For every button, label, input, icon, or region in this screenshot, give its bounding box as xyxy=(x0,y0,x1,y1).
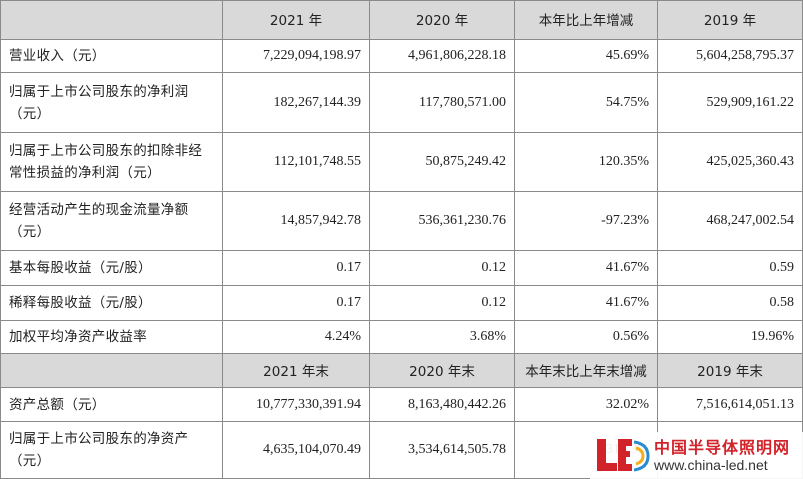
header-2021: 2021 年 xyxy=(222,0,370,40)
cell-change: 0.56% xyxy=(514,319,658,354)
cell-change: -97.23% xyxy=(514,190,658,251)
row-label: 加权平均净资产收益率 xyxy=(0,319,223,354)
table-row: 稀释每股收益（元/股） 0.17 0.12 41.67% 0.58 xyxy=(0,285,803,321)
table-row: 归属于上市公司股东的扣除非经常性损益的净利润（元） 112,101,748.55… xyxy=(0,132,803,192)
header-corner-cell xyxy=(0,0,223,40)
row-label: 归属于上市公司股东的净资产（元） xyxy=(0,420,223,479)
table-row: 加权平均净资产收益率 4.24% 3.68% 0.56% 19.96% xyxy=(0,319,803,354)
cell-change: 41.67% xyxy=(514,249,658,287)
row-label: 稀释每股收益（元/股） xyxy=(0,285,223,321)
cell-2021: 7,229,094,198.97 xyxy=(222,38,370,73)
cell-2019: 0.59 xyxy=(657,249,803,287)
table-row: 经营活动产生的现金流量净额（元） 14,857,942.78 536,361,2… xyxy=(0,190,803,251)
cell-2020: 3,534,614,505.78 xyxy=(369,420,515,479)
cell-2020: 536,361,230.76 xyxy=(369,190,515,251)
cell-2019: 5,604,258,795.37 xyxy=(657,38,803,73)
cell-change: 120.35% xyxy=(514,132,658,192)
cell-2020: 0.12 xyxy=(369,285,515,321)
row-label: 营业收入（元） xyxy=(0,38,223,73)
row-label: 归属于上市公司股东的扣除非经常性损益的净利润（元） xyxy=(0,132,223,192)
header-end-2020: 2020 年末 xyxy=(369,352,515,389)
cell-2021: 0.17 xyxy=(222,285,370,321)
table-row: 资产总额（元） 10,777,330,391.94 8,163,480,442.… xyxy=(0,387,803,422)
cell-2020: 4,961,806,228.18 xyxy=(369,38,515,73)
watermark-title: 中国半导体照明网 xyxy=(654,438,791,457)
table-row: 归属于上市公司股东的净利润（元） 182,267,144.39 117,780,… xyxy=(0,71,803,134)
header-2019: 2019 年 xyxy=(657,0,803,40)
watermark-url: www.china-led.net xyxy=(654,457,768,473)
led-logo-icon xyxy=(597,439,650,472)
cell-2021: 4,635,104,070.49 xyxy=(222,420,370,479)
cell-2020: 0.12 xyxy=(369,249,515,287)
header-end-2021: 2021 年末 xyxy=(222,352,370,389)
table-row: 营业收入（元） 7,229,094,198.97 4,961,806,228.1… xyxy=(0,38,803,73)
header-corner-cell xyxy=(0,352,223,389)
table-row: 基本每股收益（元/股） 0.17 0.12 41.67% 0.59 xyxy=(0,249,803,287)
cell-2019: 0.58 xyxy=(657,285,803,321)
row-label: 资产总额（元） xyxy=(0,387,223,422)
cell-2021: 4.24% xyxy=(222,319,370,354)
header-2020: 2020 年 xyxy=(369,0,515,40)
cell-2020: 8,163,480,442.26 xyxy=(369,387,515,422)
cell-change: 41.67% xyxy=(514,285,658,321)
cell-2020: 50,875,249.42 xyxy=(369,132,515,192)
cell-change: 54.75% xyxy=(514,71,658,134)
header-end-2019: 2019 年末 xyxy=(657,352,803,389)
cell-2021: 10,777,330,391.94 xyxy=(222,387,370,422)
row-label: 基本每股收益（元/股） xyxy=(0,249,223,287)
header-row: 2021 年末 2020 年末 本年末比上年末增减 2019 年末 xyxy=(0,352,803,389)
cell-2019: 7,516,614,051.13 xyxy=(657,387,803,422)
cell-2021: 112,101,748.55 xyxy=(222,132,370,192)
header-yoy-change: 本年比上年增减 xyxy=(514,0,658,40)
cell-2020: 3.68% xyxy=(369,319,515,354)
cell-2021: 14,857,942.78 xyxy=(222,190,370,251)
watermark: 中国半导体照明网 www.china-led.net xyxy=(590,432,803,479)
cell-change: 45.69% xyxy=(514,38,658,73)
row-label: 归属于上市公司股东的净利润（元） xyxy=(0,71,223,134)
cell-2020: 117,780,571.00 xyxy=(369,71,515,134)
header-row: 2021 年 2020 年 本年比上年增减 2019 年 xyxy=(0,0,803,40)
row-label: 经营活动产生的现金流量净额（元） xyxy=(0,190,223,251)
header-yoy-change-end: 本年末比上年末增减 xyxy=(514,352,658,389)
cell-2019: 468,247,002.54 xyxy=(657,190,803,251)
cell-2021: 182,267,144.39 xyxy=(222,71,370,134)
cell-2021: 0.17 xyxy=(222,249,370,287)
cell-2019: 19.96% xyxy=(657,319,803,354)
cell-change: 32.02% xyxy=(514,387,658,422)
cell-2019: 529,909,161.22 xyxy=(657,71,803,134)
cell-2019: 425,025,360.43 xyxy=(657,132,803,192)
